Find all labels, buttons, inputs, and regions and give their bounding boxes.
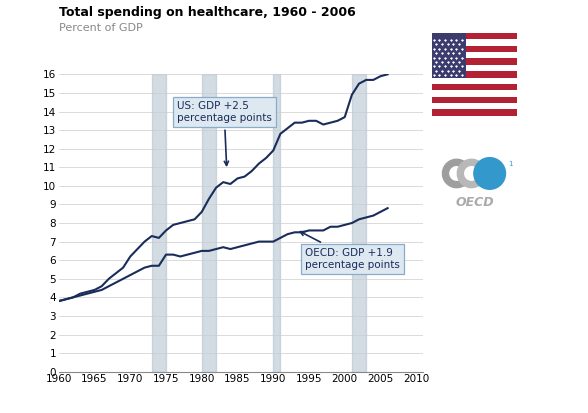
Bar [432,84,517,90]
Circle shape [473,157,506,190]
Text: Percent of GDP: Percent of GDP [59,23,142,33]
Bar [432,97,517,103]
Bar [432,109,517,116]
Bar [432,39,517,46]
Bar [432,52,517,59]
Bar [352,74,366,372]
Bar [432,71,517,78]
Text: 1: 1 [508,161,512,167]
Bar [432,46,517,52]
Text: OECD: GDP +1.9
percentage points: OECD: GDP +1.9 percentage points [300,232,400,270]
Bar [432,90,517,97]
Text: OECD: OECD [456,197,494,209]
Wedge shape [442,159,469,188]
Text: US: GDP +2.5
percentage points: US: GDP +2.5 percentage points [177,101,272,166]
Bar [273,74,280,372]
Bar [202,74,216,372]
Bar [432,59,517,65]
Bar [432,65,517,71]
Text: Total spending on healthcare, 1960 - 2006: Total spending on healthcare, 1960 - 200… [59,6,356,19]
Bar [432,78,517,84]
Bar [432,103,517,109]
Bar [432,33,517,39]
Bar [432,33,466,78]
Wedge shape [457,159,484,188]
Bar [152,74,166,372]
